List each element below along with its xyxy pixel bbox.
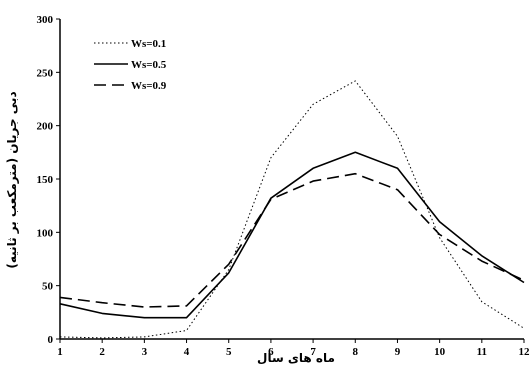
x-tick-label: 5 — [226, 346, 232, 358]
y-tick-label: 100 — [37, 227, 54, 239]
x-axis-ticks: 1 2 3 4 5 6 7 8 9 10 11 12 — [57, 339, 530, 358]
y-tick-label: 250 — [37, 67, 54, 79]
x-tick-label: 3 — [142, 346, 148, 358]
x-tick-label: 7 — [310, 346, 316, 358]
x-tick-label: 8 — [353, 346, 359, 358]
y-tick-label: 0 — [48, 334, 54, 346]
y-tick-label: 150 — [37, 174, 54, 186]
legend: Ws=0.1 Ws=0.5 Ws=0.9 — [94, 38, 167, 92]
x-tick-label: 2 — [99, 346, 105, 358]
legend-label: Ws=0.5 — [131, 59, 167, 71]
x-tick-label: 11 — [477, 346, 487, 358]
legend-label: Ws=0.1 — [131, 38, 166, 50]
x-tick-label: 4 — [184, 346, 190, 358]
y-tick-label: 200 — [37, 121, 54, 133]
series-lines — [59, 80, 525, 339]
series-line-ws-0-5 — [59, 151, 525, 319]
series-line-ws-0-1 — [59, 80, 525, 339]
x-tick-label: 9 — [395, 346, 401, 358]
y-tick-label: 50 — [42, 281, 54, 293]
x-axis-label: ماه های سال — [257, 351, 335, 365]
x-tick-label: 1 — [57, 346, 63, 358]
y-tick-label: 300 — [37, 14, 54, 26]
axes — [59, 19, 524, 340]
y-axis-label: دبی جریان (مترمکعب بر ثانیه) — [5, 91, 19, 268]
x-tick-label: 10 — [434, 346, 446, 358]
x-tick-label: 12 — [519, 346, 531, 358]
series-line-ws-0-9 — [59, 172, 525, 308]
x-tick-label: 6 — [268, 346, 274, 358]
y-axis-ticks: 0 50 100 150 200 250 300 — [37, 14, 60, 346]
legend-label: Ws=0.9 — [131, 80, 167, 92]
